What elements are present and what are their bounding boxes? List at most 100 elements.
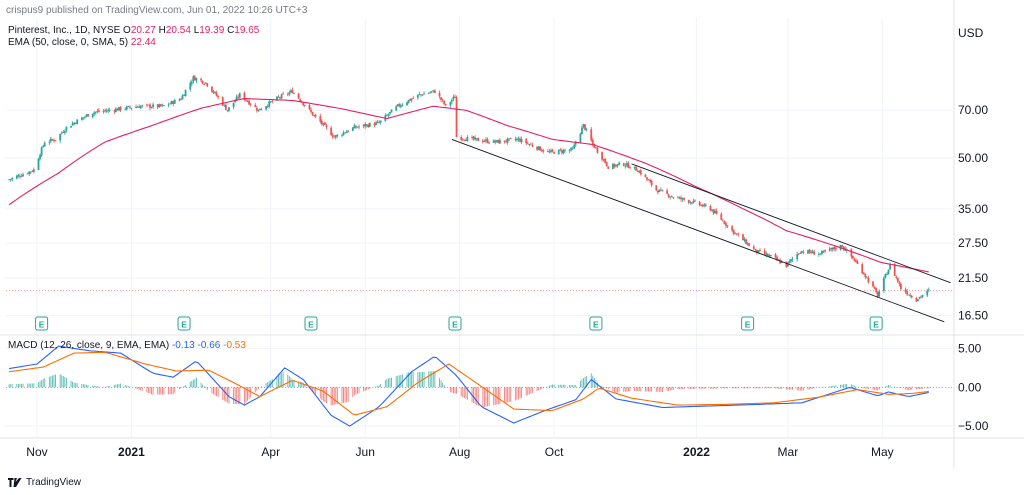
candle-body[interactable] bbox=[368, 123, 371, 127]
candle-body[interactable] bbox=[438, 92, 441, 97]
candle-body[interactable] bbox=[625, 163, 628, 166]
candle-body[interactable] bbox=[900, 284, 902, 290]
candle-body[interactable] bbox=[477, 137, 480, 142]
candle-body[interactable] bbox=[921, 295, 924, 297]
candle-body[interactable] bbox=[700, 204, 703, 206]
candle-body[interactable] bbox=[769, 254, 772, 256]
candle-body[interactable] bbox=[638, 171, 641, 173]
candle-body[interactable] bbox=[254, 104, 257, 107]
candle-body[interactable] bbox=[873, 287, 876, 289]
candle-body[interactable] bbox=[181, 95, 184, 100]
candle-body[interactable] bbox=[113, 110, 116, 112]
candle-body[interactable] bbox=[91, 113, 94, 117]
candle-body[interactable] bbox=[579, 133, 582, 142]
candle-body[interactable] bbox=[694, 200, 696, 202]
candle-body[interactable] bbox=[495, 140, 498, 142]
candle-body[interactable] bbox=[721, 220, 724, 222]
candle-body[interactable] bbox=[571, 148, 574, 150]
candle-body[interactable] bbox=[452, 96, 455, 100]
candle-body[interactable] bbox=[344, 132, 346, 134]
candle-body[interactable] bbox=[71, 123, 74, 126]
candle-body[interactable] bbox=[703, 204, 706, 206]
candle-body[interactable] bbox=[660, 189, 662, 191]
candle-body[interactable] bbox=[797, 253, 800, 255]
candle-body[interactable] bbox=[887, 269, 890, 275]
candle-body[interactable] bbox=[677, 197, 679, 199]
candle-body[interactable] bbox=[819, 253, 822, 255]
candle-body[interactable] bbox=[433, 90, 436, 93]
candle-body[interactable] bbox=[282, 93, 285, 95]
candle-body[interactable] bbox=[551, 149, 554, 152]
candle-body[interactable] bbox=[214, 92, 216, 93]
candle-body[interactable] bbox=[420, 94, 422, 96]
candle-body[interactable] bbox=[918, 297, 921, 299]
candle-body[interactable] bbox=[211, 86, 213, 92]
candle-body[interactable] bbox=[84, 116, 86, 118]
candle-body[interactable] bbox=[167, 104, 170, 106]
candle-body[interactable] bbox=[808, 249, 811, 253]
candle-body[interactable] bbox=[681, 198, 684, 200]
candle-body[interactable] bbox=[585, 129, 588, 131]
candle-body[interactable] bbox=[817, 254, 820, 255]
candle-body[interactable] bbox=[560, 150, 563, 153]
candle-body[interactable] bbox=[519, 138, 521, 142]
candle-body[interactable] bbox=[864, 273, 867, 277]
candle-body[interactable] bbox=[656, 190, 659, 193]
candle-body[interactable] bbox=[726, 225, 729, 227]
candle-body[interactable] bbox=[678, 197, 681, 199]
macd-legend[interactable]: MACD (12, 26, close, 9, EMA, EMA) -0.13 … bbox=[8, 340, 246, 352]
candle-body[interactable] bbox=[31, 171, 34, 172]
candle-body[interactable] bbox=[731, 226, 734, 231]
candle-body[interactable] bbox=[557, 149, 560, 155]
candle-body[interactable] bbox=[444, 103, 447, 105]
candle-body[interactable] bbox=[159, 104, 162, 106]
candle-body[interactable] bbox=[461, 138, 464, 140]
candle-body[interactable] bbox=[65, 126, 68, 131]
candle-body[interactable] bbox=[540, 149, 543, 151]
candle-body[interactable] bbox=[834, 248, 837, 250]
candle-body[interactable] bbox=[288, 92, 291, 95]
candle-body[interactable] bbox=[147, 104, 150, 106]
candle-body[interactable] bbox=[822, 250, 825, 252]
candle-body[interactable] bbox=[723, 221, 726, 224]
candle-body[interactable] bbox=[93, 112, 96, 114]
symbol-name[interactable]: Pinterest, Inc., 1D, NYSE bbox=[8, 25, 121, 36]
candle-body[interactable] bbox=[882, 277, 885, 291]
candle-body[interactable] bbox=[432, 90, 435, 92]
candle-body[interactable] bbox=[503, 140, 506, 142]
candle-body[interactable] bbox=[150, 107, 153, 109]
candle-body[interactable] bbox=[189, 82, 192, 90]
candle-body[interactable] bbox=[472, 136, 475, 140]
candle-body[interactable] bbox=[139, 106, 142, 109]
candle-body[interactable] bbox=[286, 93, 289, 95]
candle-body[interactable] bbox=[517, 138, 520, 140]
candle-body[interactable] bbox=[351, 127, 354, 131]
candle-body[interactable] bbox=[82, 117, 85, 119]
candle-body[interactable] bbox=[289, 90, 292, 93]
earnings-marker[interactable]: E bbox=[589, 316, 603, 331]
candle-body[interactable] bbox=[878, 291, 881, 297]
candle-body[interactable] bbox=[508, 138, 511, 140]
candle-body[interactable] bbox=[330, 127, 333, 136]
candle-body[interactable] bbox=[593, 144, 596, 148]
candle-body[interactable] bbox=[50, 138, 52, 142]
candle-body[interactable] bbox=[314, 114, 317, 117]
candle-body[interactable] bbox=[158, 104, 161, 108]
candle-body[interactable] bbox=[28, 171, 31, 174]
candle-body[interactable] bbox=[862, 272, 865, 275]
candle-body[interactable] bbox=[418, 94, 421, 95]
candle-body[interactable] bbox=[689, 202, 692, 203]
candle-body[interactable] bbox=[680, 197, 682, 200]
candle-body[interactable] bbox=[299, 99, 302, 102]
candle-body[interactable] bbox=[26, 173, 29, 175]
candle-body[interactable] bbox=[223, 104, 226, 106]
candle-body[interactable] bbox=[594, 147, 597, 149]
candle-body[interactable] bbox=[746, 243, 749, 245]
candle-body[interactable] bbox=[212, 91, 215, 93]
candle-body[interactable] bbox=[669, 196, 672, 198]
candle-body[interactable] bbox=[206, 83, 209, 87]
candle-body[interactable] bbox=[443, 100, 446, 105]
candle-body[interactable] bbox=[529, 143, 532, 145]
candle-body[interactable] bbox=[766, 254, 769, 256]
candle-body[interactable] bbox=[237, 96, 240, 98]
